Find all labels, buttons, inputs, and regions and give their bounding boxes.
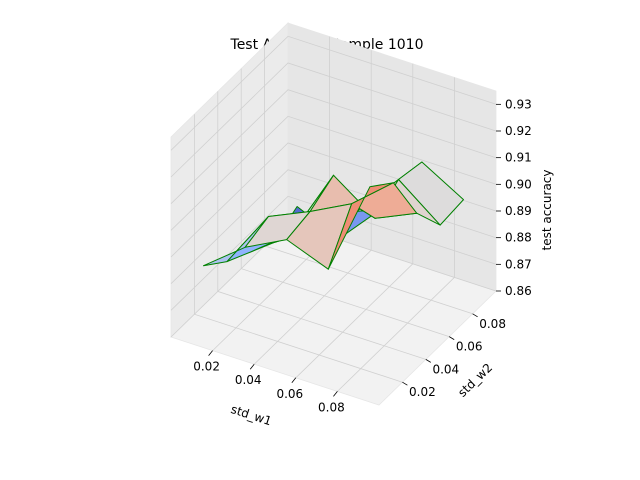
z-tick-label: 0.89	[505, 204, 532, 218]
surface-patch	[327, 182, 394, 270]
axis-panes	[170, 22, 497, 406]
x-tick-label: 0.08	[318, 400, 345, 414]
x-tick-mark	[291, 377, 297, 384]
x-tick-mark	[333, 391, 338, 397]
z-grid-line	[170, 62, 497, 178]
x-tick-mark	[249, 363, 255, 370]
y-tick-label: 0.06	[456, 340, 483, 354]
y-tick-mark	[425, 359, 432, 363]
x-tick-mark	[208, 350, 213, 356]
z-tick-label: 0.88	[505, 231, 532, 245]
z-tick-label: 0.91	[505, 151, 532, 165]
y-axis-label: std_w2	[455, 360, 495, 399]
z-tick-label: 0.92	[505, 124, 532, 138]
z-grid-line	[170, 89, 497, 204]
x-tick-label: 0.02	[193, 360, 220, 374]
y-tick-label: 0.04	[432, 362, 459, 376]
y-tick-mark	[402, 381, 408, 386]
z-grid-line	[170, 195, 497, 311]
z-tick-label: 0.86	[505, 284, 532, 298]
x-tick-label: 0.04	[235, 373, 262, 387]
z-grid-line	[170, 115, 497, 231]
y-tick-label: 0.02	[409, 385, 436, 399]
z-tick-label: 0.93	[505, 97, 532, 111]
z-grid-line	[170, 35, 497, 151]
tick-labels: 0.02 0.04 0.06 0.08 0.02 0.04 0.06 0.08 0.86 0.87…	[193, 97, 531, 414]
x-tick-label: 0.06	[276, 387, 303, 401]
z-tick-label: 0.87	[505, 257, 532, 271]
y-tick-mark	[472, 313, 478, 318]
surface	[203, 161, 464, 270]
y-tick-mark	[448, 336, 455, 340]
y-tick-label: 0.08	[479, 317, 506, 331]
z-axis-label: test accuracy	[540, 170, 554, 251]
z-tick-label: 0.90	[505, 177, 532, 191]
x-axis-label: std_w1	[229, 402, 273, 428]
